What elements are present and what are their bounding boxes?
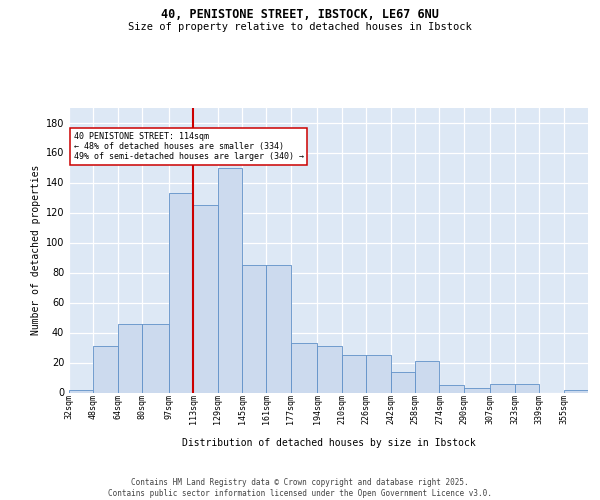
Bar bbox=[391, 372, 415, 392]
Bar bbox=[439, 385, 464, 392]
Bar bbox=[266, 265, 291, 392]
Bar bbox=[94, 346, 118, 393]
Bar bbox=[464, 388, 490, 392]
Bar bbox=[169, 193, 193, 392]
Bar bbox=[515, 384, 539, 392]
Bar bbox=[341, 355, 366, 393]
Text: Contains HM Land Registry data © Crown copyright and database right 2025.
Contai: Contains HM Land Registry data © Crown c… bbox=[108, 478, 492, 498]
Text: Distribution of detached houses by size in Ibstock: Distribution of detached houses by size … bbox=[182, 438, 476, 448]
Bar bbox=[142, 324, 169, 392]
Bar bbox=[218, 168, 242, 392]
Bar bbox=[193, 205, 218, 392]
Bar bbox=[118, 324, 142, 392]
Bar bbox=[490, 384, 515, 392]
Bar bbox=[291, 343, 317, 392]
Text: 40, PENISTONE STREET, IBSTOCK, LE67 6NU: 40, PENISTONE STREET, IBSTOCK, LE67 6NU bbox=[161, 8, 439, 20]
Y-axis label: Number of detached properties: Number of detached properties bbox=[31, 165, 41, 335]
Text: Size of property relative to detached houses in Ibstock: Size of property relative to detached ho… bbox=[128, 22, 472, 32]
Bar bbox=[415, 361, 439, 392]
Bar bbox=[242, 265, 266, 392]
Bar bbox=[366, 355, 391, 393]
Bar bbox=[317, 346, 341, 393]
Text: 40 PENISTONE STREET: 114sqm
← 48% of detached houses are smaller (334)
49% of se: 40 PENISTONE STREET: 114sqm ← 48% of det… bbox=[74, 132, 304, 162]
Bar bbox=[69, 390, 94, 392]
Bar bbox=[563, 390, 588, 392]
